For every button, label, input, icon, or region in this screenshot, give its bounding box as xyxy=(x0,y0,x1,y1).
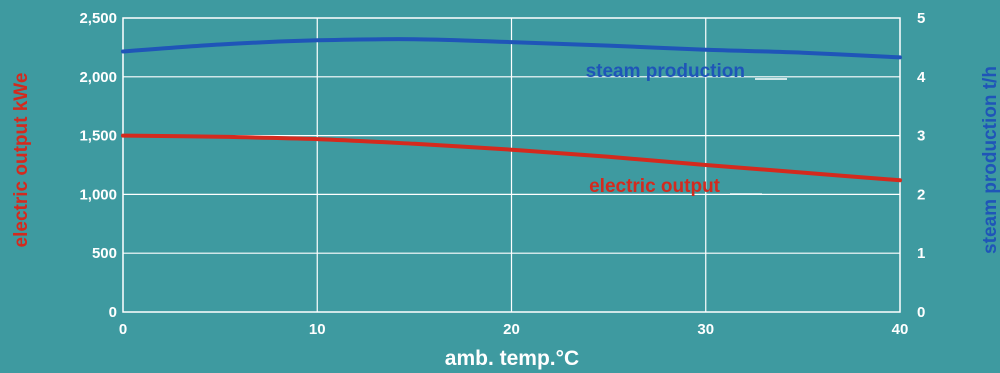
x-tick-label: 0 xyxy=(119,321,127,338)
x-tick-label: 10 xyxy=(309,321,326,338)
electric-output-line xyxy=(121,133,902,183)
y2-tick-label: 1 xyxy=(917,245,925,262)
y2-axis-title: steam production t/h xyxy=(980,66,1000,254)
steam-production-label: steam production xyxy=(586,61,745,82)
steam-production-line xyxy=(121,37,902,60)
y2-tick-label: 5 xyxy=(917,10,925,27)
y2-tick-label: 3 xyxy=(917,128,925,145)
x-axis-title: amb. temp.°C xyxy=(445,347,579,370)
y-tick-label: 0 xyxy=(109,304,117,321)
y-tick-label: 2,500 xyxy=(79,10,117,27)
series-layer: electric output steam production xyxy=(121,37,902,197)
x-tick-label: 30 xyxy=(697,321,714,338)
grid xyxy=(122,17,901,313)
y-tick-label: 500 xyxy=(92,245,117,262)
y-tick-label: 2,000 xyxy=(79,69,117,86)
x-tick-label: 40 xyxy=(892,321,909,338)
y-tick-label: 1,000 xyxy=(79,186,117,203)
electric-output-label: electric output xyxy=(589,176,721,197)
tick-labels: 0 500 1,000 1,500 2,000 2,500 0 1 2 3 4 5 0 10 20 30 40 xyxy=(79,10,926,338)
x-tick-label: 20 xyxy=(503,321,520,338)
y2-tick-label: 0 xyxy=(917,304,925,321)
y2-tick-label: 4 xyxy=(917,69,926,86)
y-tick-label: 1,500 xyxy=(79,128,117,145)
y2-tick-label: 2 xyxy=(917,186,925,203)
y-axis-title: electric output kWe xyxy=(11,73,32,248)
